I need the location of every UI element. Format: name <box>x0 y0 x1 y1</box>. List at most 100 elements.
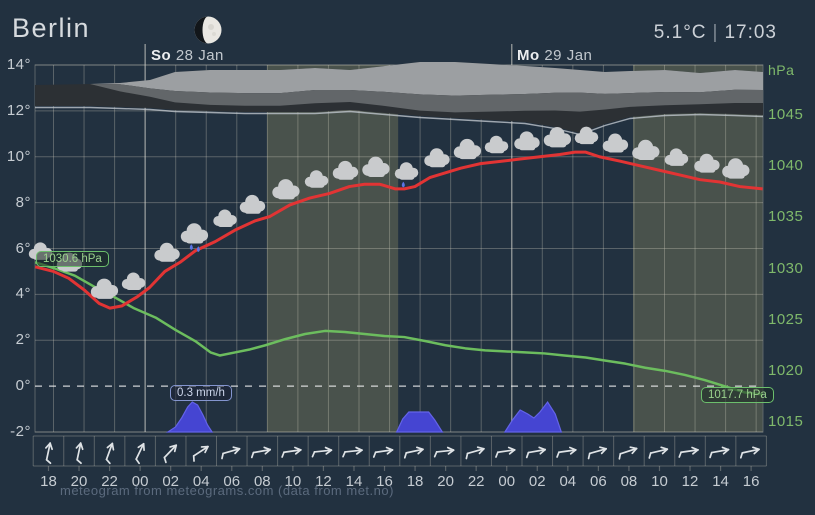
hour-label: 22 <box>101 473 118 490</box>
wind-arrow-icon <box>495 446 516 458</box>
precipitation-area <box>395 411 444 433</box>
drizzle-drop-icon <box>196 246 200 252</box>
cloud-icon <box>484 135 509 154</box>
cloud-icon <box>543 127 572 148</box>
current-time: 17:03 <box>724 22 777 43</box>
hour-label: 04 <box>559 473 577 490</box>
cloud-icon <box>394 162 419 180</box>
cloud-icon <box>154 242 180 262</box>
precipitation-area <box>165 401 214 433</box>
current-temperature: 5.1°C <box>653 22 707 43</box>
precip-max-label: 0.3 mm/h <box>170 385 232 401</box>
city-name: Berlin <box>12 13 91 43</box>
cloud-icon <box>121 272 146 291</box>
wind-arrow-icon <box>525 446 547 459</box>
temp-tick-label: 6° <box>15 239 31 257</box>
day-abbr: Mo <box>517 47 540 64</box>
hour-label: 20 <box>70 473 88 490</box>
wind-arrow-icon <box>281 446 302 458</box>
cloud-icon <box>453 138 482 160</box>
daylight-band <box>633 65 763 432</box>
hour-label: 02 <box>528 473 546 490</box>
cloud-icon <box>180 223 209 244</box>
hour-label: 18 <box>406 473 424 490</box>
wind-arrow-icon <box>342 446 363 458</box>
wind-arrow-icon <box>311 446 333 458</box>
wind-arrow-icon <box>648 446 669 459</box>
cloud-icon <box>632 139 660 161</box>
cloud-icon <box>90 278 119 299</box>
daylight-band <box>267 65 399 432</box>
wind-arrow-icon <box>739 446 760 459</box>
temp-tick-label: 12° <box>6 101 31 119</box>
temp-tick-label: -2° <box>10 423 31 440</box>
wind-arrow-icon <box>678 446 699 458</box>
hour-label: 04 <box>192 473 210 490</box>
pressure-tick-label: 1040 <box>768 157 804 175</box>
cloud-icon <box>602 133 629 153</box>
day-label-sunday: So 28 Jan <box>151 47 224 64</box>
wind-arrow-icon <box>709 446 730 459</box>
hour-label: 12 <box>315 473 332 490</box>
wind-arrow-icon <box>163 444 178 464</box>
pressure-axis-unit: hPa <box>768 62 795 78</box>
wind-arrow-icon <box>587 446 607 460</box>
hour-label: 18 <box>40 473 57 490</box>
wind-arrow-icon <box>105 442 115 465</box>
wind-arrow-icon <box>465 446 485 460</box>
hour-label: 14 <box>345 473 363 490</box>
pressure-tick-label: 1035 <box>768 208 804 226</box>
wind-arrow-icon <box>221 446 241 460</box>
cloud-icon <box>424 148 450 168</box>
pressure-tick-label: 1015 <box>768 413 804 430</box>
cloud-icon <box>239 194 266 214</box>
pressure-tick-label: 1025 <box>768 310 804 328</box>
hour-label: 20 <box>437 473 454 490</box>
hour-label: 00 <box>131 473 149 490</box>
cloud-band-light <box>35 62 763 96</box>
wind-arrow-icon <box>433 446 455 458</box>
wind-arrow-icon <box>45 442 53 465</box>
temp-tick-label: 4° <box>15 285 31 303</box>
cloud-icon <box>332 160 359 180</box>
wind-arrow-icon <box>618 446 638 460</box>
moon-phase-icon <box>194 16 222 44</box>
drizzle-drop-icon <box>189 244 193 250</box>
hour-label: 14 <box>712 473 729 490</box>
current-conditions: 5.1°C | 17:03 <box>654 22 777 44</box>
attribution-text: meteogram from meteograms.com (data from… <box>60 483 394 498</box>
cloud-icon <box>514 131 540 151</box>
temp-tick-label: 10° <box>6 147 31 165</box>
day-abbr: So <box>151 47 172 64</box>
hour-label: 06 <box>590 473 607 490</box>
hour-label: 10 <box>284 473 302 490</box>
temp-tick-label: 2° <box>15 331 31 349</box>
day-date: 28 Jan <box>175 47 224 64</box>
pressure-tick-label: 1030 <box>768 259 804 277</box>
hour-label: 06 <box>223 473 241 490</box>
wind-arrow-icon <box>556 446 577 458</box>
cloud-icon <box>664 148 689 166</box>
day-label-monday: Mo 29 Jan <box>517 47 592 64</box>
temperature-curve <box>34 150 763 310</box>
hour-label: 16 <box>376 473 393 490</box>
separator: | <box>712 22 719 43</box>
pressure-curve <box>34 261 763 396</box>
cloud-icon <box>213 209 237 227</box>
hour-label: 10 <box>651 473 668 490</box>
precipitation-area <box>503 400 563 433</box>
cloud-icon <box>272 179 300 200</box>
temp-tick-label: 8° <box>15 193 31 211</box>
day-date: 29 Jan <box>544 47 593 64</box>
temp-tick-label: 14° <box>6 56 31 73</box>
drizzle-drop-icon <box>401 181 405 188</box>
cloud-icon <box>722 158 750 179</box>
cloud-icon <box>362 156 390 177</box>
wind-arrow-icon <box>135 442 145 465</box>
hour-label: 08 <box>620 473 638 490</box>
cloud-icon <box>694 153 720 173</box>
pressure-end-label: 1017.7 hPa <box>701 387 774 403</box>
hour-label: 08 <box>253 473 271 490</box>
